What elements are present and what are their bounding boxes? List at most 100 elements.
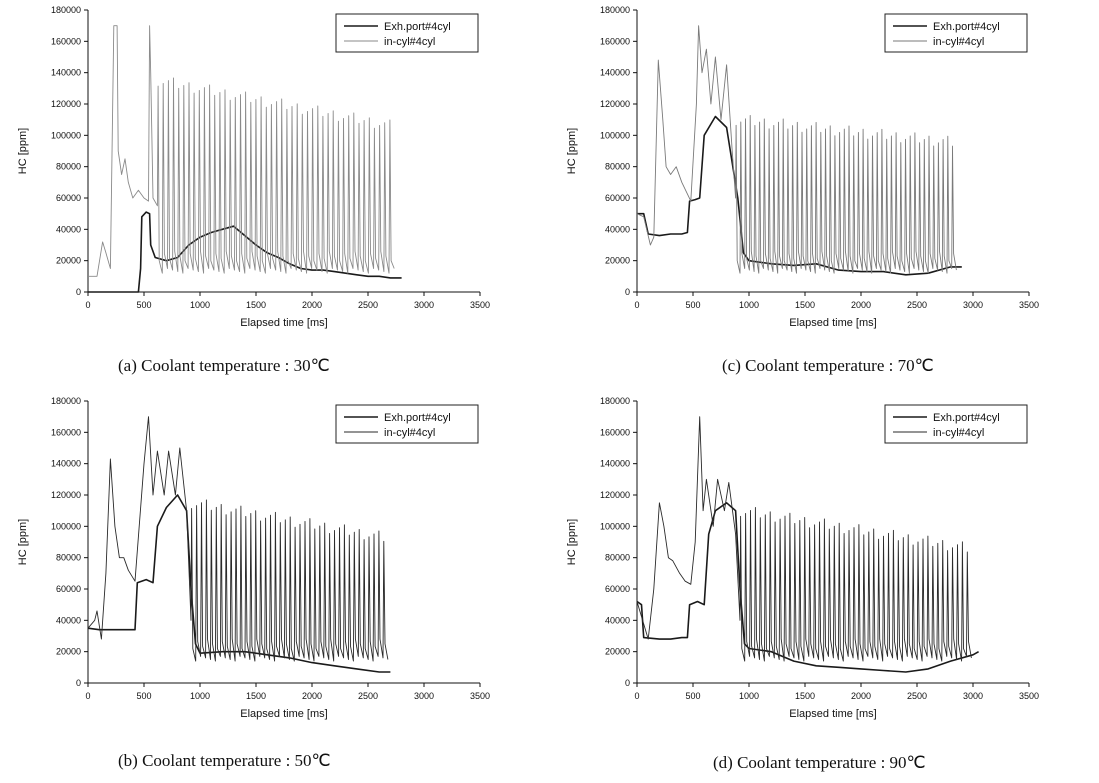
y-tick-label: 60000 [605, 584, 630, 594]
y-tick-label: 40000 [56, 615, 81, 625]
legend-box [335, 404, 479, 444]
x-tick-label: 2500 [907, 300, 927, 310]
legend-label: Exh.port#4cyl [933, 21, 1000, 33]
y-tick-label: 80000 [605, 553, 630, 563]
y-tick-label: 140000 [600, 459, 630, 469]
y-tick-label: 120000 [51, 490, 81, 500]
chart-panel-d: 0 20000 40000 60000 80000 100000 120000 140000 1… [549, 391, 1098, 782]
legend-label: in-cyl#4cyl [933, 36, 984, 48]
x-tick-label: 1000 [190, 300, 210, 310]
y-tick-label: 160000 [51, 427, 81, 437]
series-line-in-cyl [636, 25, 957, 274]
x-axis-title: Elapsed time [ms] [240, 708, 327, 720]
axes-a: 0200004000060000800001000001200001400001… [17, 5, 490, 329]
x-tick-label: 2000 [302, 691, 322, 701]
y-axis-title: HC [ppm] [17, 128, 29, 174]
y-tick-label: 80000 [56, 553, 81, 563]
y-tick-label: 0 [625, 287, 630, 297]
legend-box [884, 404, 1028, 444]
y-axis-title: HC [ppm] [566, 128, 578, 174]
x-tick-label: 3000 [414, 300, 434, 310]
y-tick-label: 40000 [605, 224, 630, 234]
x-axis-title: Elapsed time [ms] [240, 317, 327, 329]
y-tick-label: 20000 [56, 256, 81, 266]
x-tick-label: 500 [136, 300, 151, 310]
y-axis-title: HC [ppm] [17, 519, 29, 565]
legend-c: Exh.port#4cyl in-cyl#4cyl [884, 13, 1028, 53]
x-tick-label: 3500 [470, 691, 490, 701]
series-line-in-cyl [87, 416, 389, 662]
x-tick-label: 500 [685, 691, 700, 701]
y-tick-label: 40000 [605, 615, 630, 625]
y-tick-label: 160000 [600, 427, 630, 437]
x-tick-label: 1000 [190, 691, 210, 701]
y-tick-label: 120000 [600, 490, 630, 500]
legend-label: in-cyl#4cyl [384, 36, 435, 48]
x-tick-label: 2000 [302, 300, 322, 310]
y-tick-label: 140000 [51, 68, 81, 78]
x-tick-label: 1500 [795, 691, 815, 701]
axes-d: 0200004000060000800001000001200001400001… [566, 396, 1039, 720]
series-line-exh-port [88, 211, 402, 293]
legend-label: in-cyl#4cyl [933, 427, 984, 439]
chart-plot-b: 0200004000060000800001000001200001400001… [17, 396, 490, 720]
y-tick-label: 0 [76, 678, 81, 688]
caption-d: (d) Coolant temperature : 90℃ [713, 753, 926, 772]
y-tick-label: 120000 [600, 99, 630, 109]
chart-panel-c: 0 20000 40000 60000 80000 100000 120000 140000 1… [549, 0, 1098, 391]
x-tick-label: 3500 [1019, 691, 1039, 701]
x-axis-title: Elapsed time [ms] [789, 708, 876, 720]
series-line-exh-port [636, 502, 979, 673]
legend-b: Exh.port#4cyl in-cyl#4cyl [335, 404, 479, 444]
chart-plot-c: 0200004000060000800001000001200001400001… [566, 5, 1039, 329]
x-tick-label: 2000 [851, 300, 871, 310]
y-tick-label: 100000 [600, 521, 630, 531]
x-tick-label: 3500 [470, 300, 490, 310]
y-tick-label: 100000 [51, 521, 81, 531]
x-tick-label: 1000 [739, 691, 759, 701]
y-tick-label: 160000 [51, 36, 81, 46]
x-tick-label: 1500 [795, 300, 815, 310]
x-tick-label: 0 [85, 691, 90, 701]
y-tick-label: 80000 [605, 162, 630, 172]
y-tick-label: 140000 [600, 68, 630, 78]
legend-label: Exh.port#4cyl [384, 412, 451, 424]
axes-b: 0200004000060000800001000001200001400001… [17, 396, 490, 720]
series-line-in-cyl [636, 416, 972, 662]
caption-c: (c) Coolant temperature : 70℃ [722, 356, 934, 375]
y-tick-label: 0 [76, 287, 81, 297]
y-tick-label: 100000 [600, 130, 630, 140]
y-tick-label: 80000 [56, 162, 81, 172]
y-tick-label: 160000 [600, 36, 630, 46]
y-axis-title: HC [ppm] [566, 519, 578, 565]
x-axis-title: Elapsed time [ms] [789, 317, 876, 329]
x-tick-label: 2500 [907, 691, 927, 701]
x-tick-label: 2500 [358, 300, 378, 310]
axes-c: 0200004000060000800001000001200001400001… [566, 5, 1039, 329]
legend-a: Exh.port#4cyl in-cyl#4cyl [335, 13, 479, 53]
x-tick-label: 500 [136, 691, 151, 701]
y-tick-label: 20000 [605, 256, 630, 266]
x-tick-label: 1000 [739, 300, 759, 310]
series-line-in-cyl [88, 25, 395, 277]
y-tick-label: 180000 [51, 396, 81, 406]
y-tick-label: 100000 [51, 130, 81, 140]
chart-plot-d: 0200004000060000800001000001200001400001… [566, 396, 1039, 720]
y-tick-label: 20000 [605, 647, 630, 657]
x-tick-label: 2000 [851, 691, 871, 701]
x-tick-label: 0 [634, 300, 639, 310]
x-tick-label: 0 [85, 300, 90, 310]
x-tick-label: 500 [685, 300, 700, 310]
caption-a: (a) Coolant temperature : 30℃ [118, 356, 330, 375]
y-tick-label: 60000 [56, 193, 81, 203]
legend-box [884, 13, 1028, 53]
x-tick-label: 0 [634, 691, 639, 701]
x-tick-label: 3000 [414, 691, 434, 701]
y-tick-label: 60000 [56, 584, 81, 594]
x-tick-label: 2500 [358, 691, 378, 701]
y-tick-label: 0 [625, 678, 630, 688]
y-tick-label: 20000 [56, 647, 81, 657]
y-tick-label: 120000 [51, 99, 81, 109]
x-tick-label: 1500 [246, 300, 266, 310]
